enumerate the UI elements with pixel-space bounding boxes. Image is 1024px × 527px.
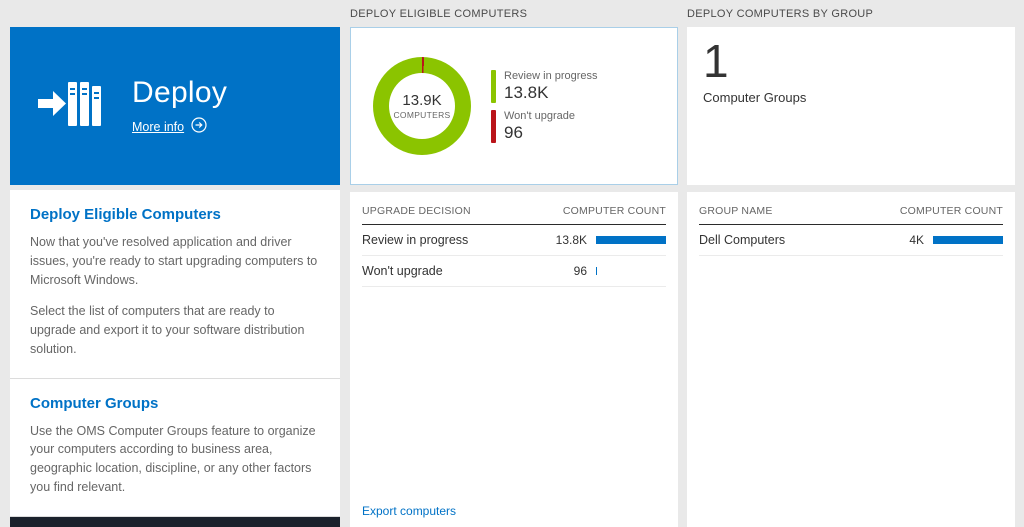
column-header-computer-count: COMPUTER COUNT xyxy=(562,205,666,217)
legend-text: Review in progress 13.8K xyxy=(504,70,598,103)
column-header-upgrade-decision: UPGRADE DECISION xyxy=(362,205,471,217)
eligible-computers-tile[interactable]: 13.9K COMPUTERS Review in progress 13.8K… xyxy=(350,27,678,185)
table-header-row: GROUP NAME COMPUTER COUNT xyxy=(699,192,1003,225)
export-computers-link[interactable]: Export computers xyxy=(362,504,457,518)
divider xyxy=(10,515,340,517)
arrow-circle-icon xyxy=(191,117,207,136)
left-footer-bar xyxy=(10,517,340,527)
section-deploy-eligible: Deploy Eligible Computers Now that you'v… xyxy=(10,190,340,378)
table-row[interactable]: Won't upgrade 96 xyxy=(362,256,666,287)
group-table: GROUP NAME COMPUTER COUNT Dell Computers… xyxy=(687,192,1015,527)
legend-label: Review in progress xyxy=(504,69,598,82)
deploy-tile-text: Deploy More info xyxy=(132,76,227,136)
section-heading: Deploy Eligible Computers xyxy=(30,206,221,223)
left-column-header-spacer xyxy=(10,0,340,27)
donut-center-value: 13.9K xyxy=(402,92,442,109)
legend-label: Won't upgrade xyxy=(504,109,576,122)
row-label: Won't upgrade xyxy=(362,264,443,278)
more-info-label: More info xyxy=(132,119,185,134)
legend-color-green xyxy=(491,69,496,103)
more-info-link[interactable]: More info xyxy=(132,117,227,136)
donut-center-label: COMPUTERS xyxy=(393,110,451,120)
row-value: 13.8K xyxy=(555,233,587,247)
eligible-computers-column: DEPLOY ELIGIBLE COMPUTERS 13.9K COMPUTER… xyxy=(350,0,678,527)
right-column-header: DEPLOY COMPUTERS BY GROUP xyxy=(687,7,874,20)
group-count: 1 xyxy=(703,35,729,87)
legend-value: 96 xyxy=(504,122,523,142)
legend-value: 13.8K xyxy=(504,82,549,102)
row-bar xyxy=(933,236,1003,244)
section-paragraph: Use the OMS Computer Groups feature to o… xyxy=(30,423,316,494)
legend-item-wont-upgrade: Won't upgrade 96 xyxy=(491,109,598,143)
section-paragraph: Select the list of computers that are re… xyxy=(30,304,305,356)
legend-color-red xyxy=(491,109,496,143)
upgrade-decision-table: UPGRADE DECISION COMPUTER COUNT Review i… xyxy=(350,192,678,527)
legend-item-review: Review in progress 13.8K xyxy=(491,69,598,103)
tile-title: Deploy xyxy=(132,76,228,109)
section-computer-groups: Computer Groups Use the OMS Computer Gro… xyxy=(10,379,340,516)
donut-chart: 13.9K COMPUTERS xyxy=(373,57,471,155)
computer-groups-tile[interactable]: 1 Computer Groups xyxy=(687,27,1015,185)
middle-column-header: DEPLOY ELIGIBLE COMPUTERS xyxy=(350,7,528,20)
computers-by-group-column: DEPLOY COMPUTERS BY GROUP 1 Computer Gro… xyxy=(687,0,1015,527)
table-row[interactable]: Dell Computers 4K xyxy=(699,225,1003,256)
row-bar xyxy=(596,267,666,275)
deploy-icon xyxy=(38,78,104,135)
table-row[interactable]: Review in progress 13.8K xyxy=(362,225,666,256)
donut-legend: Review in progress 13.8K Won't upgrade 9… xyxy=(491,69,598,143)
column-header-group-name: GROUP NAME xyxy=(699,205,773,217)
table-header-row: UPGRADE DECISION COMPUTER COUNT xyxy=(362,192,666,225)
divider xyxy=(10,377,340,379)
deploy-overview-column: Deploy More info Deploy Eligible Compute… xyxy=(10,0,340,527)
deploy-tile[interactable]: Deploy More info xyxy=(10,27,340,185)
section-heading: Computer Groups xyxy=(30,394,159,412)
row-label: Dell Computers xyxy=(699,233,786,247)
donut-center: 13.9K COMPUTERS xyxy=(389,73,455,139)
row-value: 96 xyxy=(573,264,587,278)
group-count-label: Computer Groups xyxy=(703,89,807,105)
row-bar xyxy=(596,236,666,244)
row-label: Review in progress xyxy=(362,233,469,247)
section-paragraph: Now that you've resolved application and… xyxy=(30,235,318,287)
column-header-computer-count: COMPUTER COUNT xyxy=(899,205,1003,217)
legend-text: Won't upgrade 96 xyxy=(504,110,575,143)
row-value: 4K xyxy=(909,233,924,247)
description-panel: Deploy Eligible Computers Now that you'v… xyxy=(10,190,340,517)
